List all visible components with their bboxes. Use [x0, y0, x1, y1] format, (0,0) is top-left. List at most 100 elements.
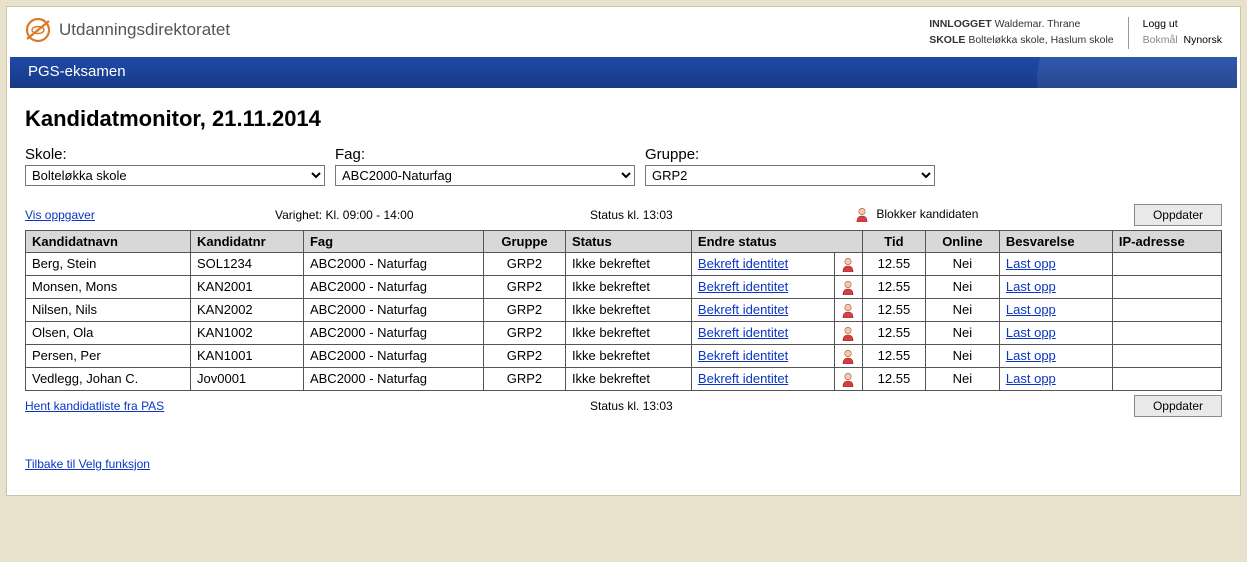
- oppdater-button-bottom[interactable]: Oppdater: [1134, 395, 1222, 417]
- cell-online: Nei: [925, 298, 999, 321]
- cell-tid: 12.55: [862, 298, 925, 321]
- cell-gruppe: GRP2: [483, 298, 565, 321]
- skole-select[interactable]: Bolteløkka skole: [25, 165, 325, 186]
- last-opp-link[interactable]: Last opp: [1006, 348, 1056, 363]
- table-row: Monsen, MonsKAN2001ABC2000 - NaturfagGRP…: [26, 275, 1222, 298]
- col-besv: Besvarelse: [999, 230, 1112, 252]
- table-row: Persen, PerKAN1001ABC2000 - NaturfagGRP2…: [26, 344, 1222, 367]
- table-row: Vedlegg, Johan C.Jov0001ABC2000 - Naturf…: [26, 367, 1222, 390]
- org-logo: Utdanningsdirektoratet: [25, 17, 230, 43]
- col-tid: Tid: [862, 230, 925, 252]
- cell-ip: [1112, 275, 1221, 298]
- cell-block-icon[interactable]: [834, 321, 862, 344]
- cell-block-icon[interactable]: [834, 367, 862, 390]
- cell-navn: Berg, Stein: [26, 252, 191, 275]
- org-name: Utdanningsdirektoratet: [59, 20, 230, 40]
- cell-fag: ABC2000 - Naturfag: [303, 367, 483, 390]
- block-person-icon: [855, 207, 869, 222]
- skole-label: Skole:: [25, 146, 325, 163]
- cell-block-icon[interactable]: [834, 344, 862, 367]
- last-opp-link[interactable]: Last opp: [1006, 279, 1056, 294]
- cell-gruppe: GRP2: [483, 344, 565, 367]
- bekreft-identitet-link[interactable]: Bekreft identitet: [698, 302, 788, 317]
- cell-fag: ABC2000 - Naturfag: [303, 252, 483, 275]
- cell-status: Ikke bekreftet: [565, 367, 691, 390]
- last-opp-link[interactable]: Last opp: [1006, 371, 1056, 386]
- status-time-label-bottom: Status kl. 13:03: [590, 399, 1134, 413]
- cell-status: Ikke bekreftet: [565, 321, 691, 344]
- last-opp-link[interactable]: Last opp: [1006, 256, 1056, 271]
- cell-nr: KAN2001: [191, 275, 304, 298]
- cell-block-icon[interactable]: [834, 252, 862, 275]
- lang-current: Bokmål: [1143, 34, 1178, 46]
- bekreft-identitet-link[interactable]: Bekreft identitet: [698, 371, 788, 386]
- cell-online: Nei: [925, 252, 999, 275]
- cell-block-icon[interactable]: [834, 298, 862, 321]
- col-ip: IP-adresse: [1112, 230, 1221, 252]
- col-navn: Kandidatnavn: [26, 230, 191, 252]
- cell-online: Nei: [925, 367, 999, 390]
- cell-status: Ikke bekreftet: [565, 298, 691, 321]
- cell-endre: Bekreft identitet: [691, 298, 834, 321]
- blokker-kandidat-label: Blokker kandidaten: [876, 207, 978, 221]
- cell-navn: Olsen, Ola: [26, 321, 191, 344]
- cell-endre: Bekreft identitet: [691, 321, 834, 344]
- col-fag: Fag: [303, 230, 483, 252]
- app-titlebar: PGS-eksamen: [10, 57, 1237, 88]
- cell-besv: Last opp: [999, 298, 1112, 321]
- fag-select[interactable]: ABC2000-Naturfag: [335, 165, 635, 186]
- bekreft-identitet-link[interactable]: Bekreft identitet: [698, 325, 788, 340]
- logged-in-user: Waldemar. Thrane: [995, 18, 1081, 30]
- cell-nr: KAN2002: [191, 298, 304, 321]
- cell-status: Ikke bekreftet: [565, 275, 691, 298]
- cell-fag: ABC2000 - Naturfag: [303, 344, 483, 367]
- last-opp-link[interactable]: Last opp: [1006, 325, 1056, 340]
- cell-status: Ikke bekreftet: [565, 252, 691, 275]
- cell-ip: [1112, 321, 1221, 344]
- status-time-label: Status kl. 13:03: [590, 208, 855, 222]
- cell-online: Nei: [925, 321, 999, 344]
- cell-navn: Monsen, Mons: [26, 275, 191, 298]
- last-opp-link[interactable]: Last opp: [1006, 302, 1056, 317]
- cell-endre: Bekreft identitet: [691, 275, 834, 298]
- cell-fag: ABC2000 - Naturfag: [303, 275, 483, 298]
- table-row: Berg, SteinSOL1234ABC2000 - NaturfagGRP2…: [26, 252, 1222, 275]
- col-endre: Endre status: [691, 230, 862, 252]
- cell-endre: Bekreft identitet: [691, 367, 834, 390]
- cell-tid: 12.55: [862, 252, 925, 275]
- fag-label: Fag:: [335, 146, 635, 163]
- cell-tid: 12.55: [862, 367, 925, 390]
- col-status: Status: [565, 230, 691, 252]
- bekreft-identitet-link[interactable]: Bekreft identitet: [698, 279, 788, 294]
- header-right: INNLOGGET Waldemar. Thrane SKOLE Boltelø…: [929, 17, 1222, 49]
- cell-nr: KAN1001: [191, 344, 304, 367]
- cell-tid: 12.55: [862, 321, 925, 344]
- cell-navn: Vedlegg, Johan C.: [26, 367, 191, 390]
- login-info: INNLOGGET Waldemar. Thrane SKOLE Boltelø…: [929, 17, 1113, 49]
- vis-oppgaver-link[interactable]: Vis oppgaver: [25, 208, 95, 222]
- cell-status: Ikke bekreftet: [565, 344, 691, 367]
- bekreft-identitet-link[interactable]: Bekreft identitet: [698, 348, 788, 363]
- cell-gruppe: GRP2: [483, 275, 565, 298]
- tilbake-link[interactable]: Tilbake til Velg funksjon: [25, 457, 150, 471]
- candidate-table: Kandidatnavn Kandidatnr Fag Gruppe Statu…: [25, 230, 1222, 391]
- cell-block-icon[interactable]: [834, 275, 862, 298]
- cell-endre: Bekreft identitet: [691, 344, 834, 367]
- cell-nr: KAN1002: [191, 321, 304, 344]
- cell-gruppe: GRP2: [483, 252, 565, 275]
- lang-switch-link[interactable]: Nynorsk: [1183, 34, 1222, 46]
- hent-kandidatliste-link[interactable]: Hent kandidatliste fra PAS: [25, 399, 164, 413]
- cell-gruppe: GRP2: [483, 367, 565, 390]
- cell-besv: Last opp: [999, 321, 1112, 344]
- cell-ip: [1112, 298, 1221, 321]
- bekreft-identitet-link[interactable]: Bekreft identitet: [698, 256, 788, 271]
- oppdater-button-top[interactable]: Oppdater: [1134, 204, 1222, 226]
- logout-link[interactable]: Logg ut: [1143, 18, 1178, 30]
- cell-ip: [1112, 367, 1221, 390]
- page-title: Kandidatmonitor, 21.11.2014: [25, 106, 1222, 132]
- cell-ip: [1112, 344, 1221, 367]
- cell-endre: Bekreft identitet: [691, 252, 834, 275]
- gruppe-select[interactable]: GRP2: [645, 165, 935, 186]
- school-label: SKOLE: [929, 34, 965, 46]
- app-title: PGS-eksamen: [28, 63, 126, 80]
